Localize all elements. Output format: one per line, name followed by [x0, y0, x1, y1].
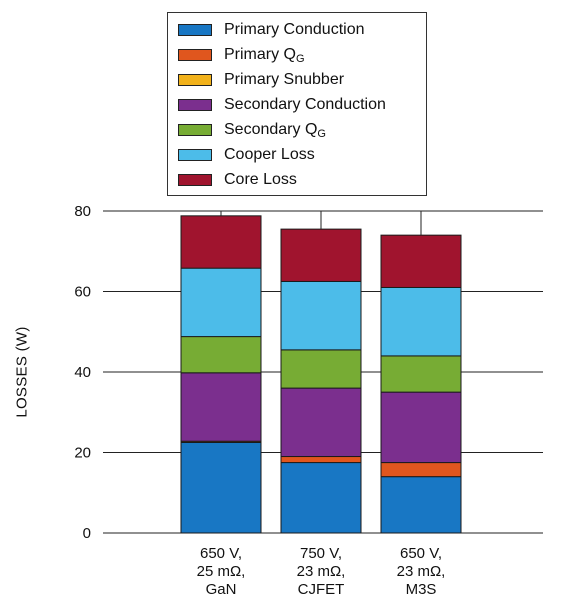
- legend-item: Secondary QG: [178, 119, 326, 141]
- bar-segment-2-2: [280, 456, 362, 464]
- legend-label-text: Primary Q: [224, 45, 296, 63]
- legend-label: Secondary QG: [224, 121, 326, 140]
- x-tick-line: GaN: [205, 581, 237, 598]
- bar-segment-1-7: [180, 215, 262, 269]
- legend-label-text: Primary Conduction: [224, 21, 365, 38]
- bar-segment-1-4: [180, 372, 262, 442]
- legend-label-text: Secondary Q: [224, 120, 318, 138]
- legend-item: Cooper Loss: [178, 144, 315, 166]
- legend-label: Primary Snubber: [224, 71, 344, 89]
- legend-label-text: Core Loss: [224, 171, 297, 188]
- bar-segment-2-7: [280, 228, 362, 282]
- legend-swatch: [178, 149, 212, 161]
- legend-label: Core Loss: [224, 171, 297, 189]
- bar-segment-1-1: [180, 441, 262, 534]
- x-tick-line: 23 mΩ,: [296, 563, 346, 580]
- legend-swatch: [178, 74, 212, 86]
- y-tick-label: 80: [74, 203, 91, 220]
- y-axis-label: LOSSES (W): [13, 326, 31, 418]
- legend-swatch: [178, 174, 212, 186]
- y-tick-label: 60: [74, 284, 91, 301]
- y-tick-labels: 0 20 40 60 80: [74, 203, 91, 542]
- legend-item: Primary Snubber: [178, 69, 344, 91]
- bar-segment-1-6: [180, 267, 262, 338]
- x-tick-label-1: 650 V, 25 mΩ, GaN: [176, 545, 266, 599]
- x-tick-line: 750 V,: [300, 545, 342, 562]
- legend-label-text: Cooper Loss: [224, 146, 315, 163]
- y-tick-label: 40: [74, 364, 91, 381]
- legend-label: Secondary Conduction: [224, 96, 386, 114]
- x-tick-line: 25 mΩ,: [196, 563, 246, 580]
- bar-segment-2-6: [280, 280, 362, 351]
- bar-segment-2-1: [280, 462, 362, 534]
- legend-swatch: [178, 49, 212, 61]
- x-tick-line: 650 V,: [400, 545, 442, 562]
- y-tick-label: 0: [83, 525, 91, 542]
- x-tick-label-2: 750 V, 23 mΩ, CJFET: [276, 545, 366, 599]
- bar-segment-3-4: [380, 391, 462, 464]
- legend-swatch: [178, 99, 212, 111]
- bar-segment-3-5: [380, 355, 462, 393]
- legend-swatch: [178, 124, 212, 136]
- x-tick-line: M3S: [405, 581, 437, 598]
- legend-label: Primary QG: [224, 46, 305, 65]
- x-tick-line: 23 mΩ,: [396, 563, 446, 580]
- legend-item: Primary Conduction: [178, 19, 365, 41]
- legend-label-subscript: G: [296, 52, 305, 65]
- x-tick-line: CJFET: [297, 581, 345, 598]
- legend-item: Core Loss: [178, 169, 297, 191]
- legend-label: Primary Conduction: [224, 21, 365, 39]
- y-tick-label: 20: [74, 445, 91, 462]
- bar-segment-2-4: [280, 387, 362, 458]
- legend-item: Secondary Conduction: [178, 94, 386, 116]
- legend-label-text: Primary Snubber: [224, 71, 345, 88]
- legend: Primary Conduction Primary QG Primary Snub…: [167, 12, 427, 196]
- legend-item: Primary QG: [178, 44, 305, 66]
- legend-label-subscript: G: [317, 127, 326, 140]
- x-tick-label-3: 650 V, 23 mΩ, M3S: [376, 545, 466, 599]
- x-tick-line: 650 V,: [200, 545, 242, 562]
- legend-label: Cooper Loss: [224, 146, 315, 164]
- bar-segment-1-5: [180, 336, 262, 374]
- bar-segment-3-6: [380, 286, 462, 357]
- bar-segment-2-5: [280, 349, 362, 389]
- bars: [180, 211, 462, 534]
- bar-segment-3-7: [380, 234, 462, 288]
- bar-segment-3-1: [380, 476, 462, 534]
- legend-swatch: [178, 24, 212, 36]
- legend-label-text: Secondary Conduction: [224, 96, 386, 113]
- bar-segment-3-2: [380, 462, 462, 478]
